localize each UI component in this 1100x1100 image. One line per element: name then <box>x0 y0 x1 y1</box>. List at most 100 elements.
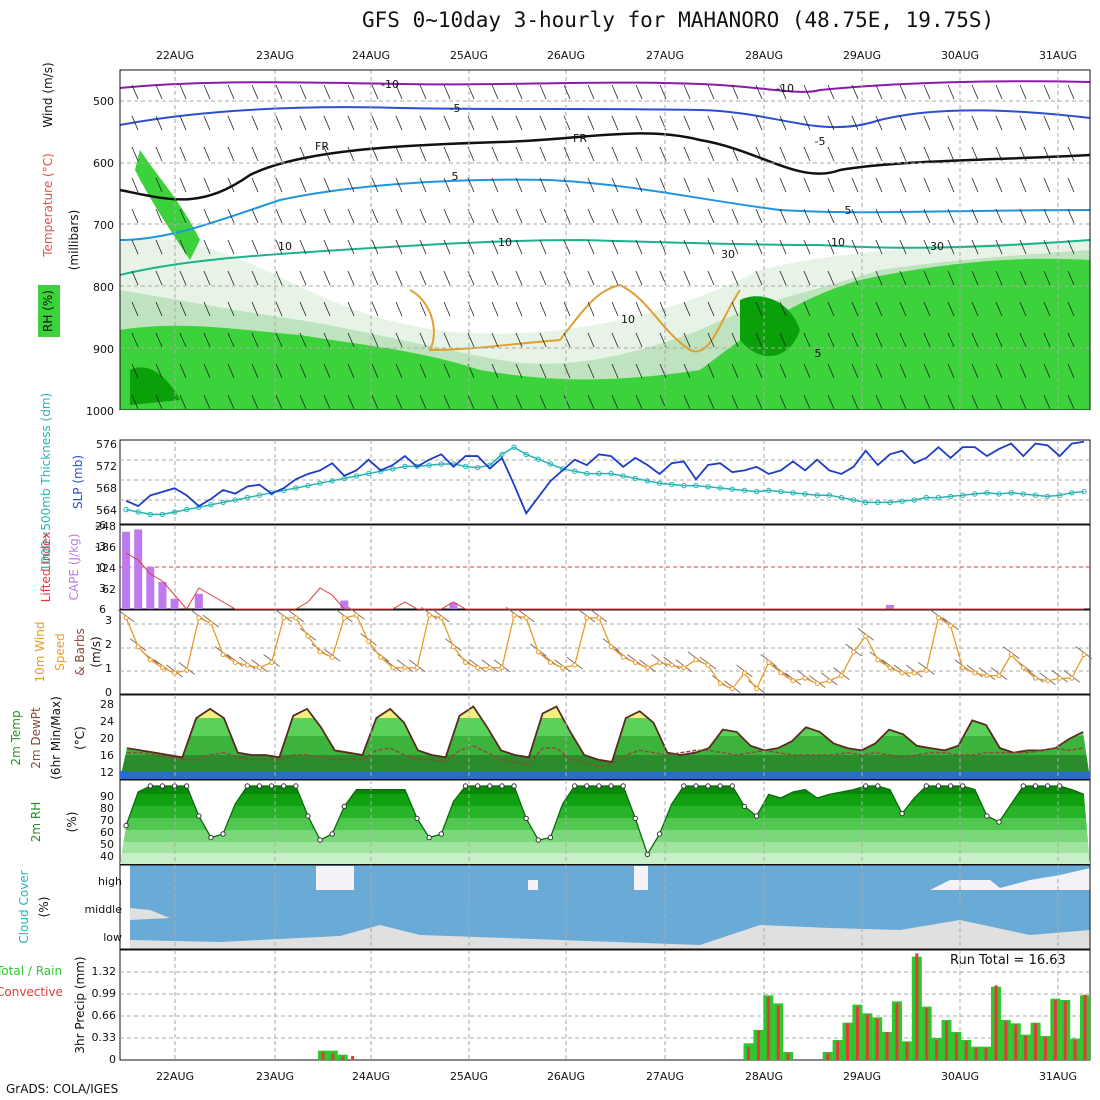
upper-wind-barb <box>1067 394 1075 410</box>
upper-wind-barb <box>419 363 427 379</box>
upper-y-tick-5: 1000 <box>86 405 114 418</box>
thickness-point <box>753 488 760 495</box>
rh-point <box>220 831 226 837</box>
precip-bar-convective <box>1004 1021 1008 1060</box>
upper-wind-barb <box>395 394 403 410</box>
thickness-point <box>935 494 942 501</box>
upper-wind-barb <box>155 177 163 193</box>
thickness-point <box>1044 493 1051 500</box>
upper-wind-barb <box>779 301 787 317</box>
slp-y-tick-left-1: 568 <box>96 482 117 495</box>
contour-freezing <box>119 132 1091 201</box>
upper-wind-barb <box>323 208 331 224</box>
upper-wind-barb <box>203 270 211 286</box>
upper-wind-barb <box>731 363 739 379</box>
upper-wind-barb <box>491 84 499 100</box>
precip-bar-convective <box>747 1046 751 1060</box>
thickness-point <box>426 462 432 468</box>
upper-wind-barb <box>995 146 1003 162</box>
wind-speed-point <box>790 678 796 684</box>
rh-y-tick-5: 90 <box>100 790 114 803</box>
upper-wind-barb <box>683 84 691 100</box>
upper-wind-barb <box>827 177 835 193</box>
upper-wind-barb <box>539 394 547 410</box>
wind-speed-point <box>305 633 311 639</box>
wind-speed-point <box>523 615 529 621</box>
precip-bar-convective <box>935 1040 939 1060</box>
upper-wind-barb <box>227 177 235 193</box>
upper-wind-barb <box>563 332 571 348</box>
upper-wind-barb <box>587 84 595 100</box>
rh-point <box>741 803 748 810</box>
thickness-point <box>705 484 711 490</box>
upper-wind-barb <box>275 146 283 162</box>
wind-speed-point <box>475 665 481 671</box>
upper-wind-barb <box>563 363 571 379</box>
thickness-point <box>984 490 990 496</box>
upper-wind-barb <box>227 363 235 379</box>
upper-wind-barb <box>971 115 979 131</box>
thickness-point <box>159 511 166 518</box>
upper-wind-barb <box>1019 146 1027 162</box>
contour-label-12: 30 <box>930 240 944 253</box>
upper-wind-barb <box>1019 239 1027 255</box>
upper-y-tick-1: 600 <box>93 157 114 170</box>
rh-point <box>1056 783 1063 789</box>
upper-wind-barb <box>347 239 355 255</box>
upper-wind-barb <box>227 208 235 224</box>
upper-wind-barb <box>275 363 283 379</box>
upper-wind-barb <box>875 239 883 255</box>
thickness-point <box>329 478 335 484</box>
upper-wind-barb <box>755 394 763 410</box>
upper-wind-barb <box>395 208 403 224</box>
upper-wind-barb <box>707 270 715 286</box>
slp-line <box>125 440 1085 516</box>
thickness-point <box>959 492 966 498</box>
upper-wind-barb <box>995 177 1003 193</box>
rh-point <box>268 783 275 789</box>
cape-bar <box>134 529 143 609</box>
rh-upper-plume <box>135 150 200 260</box>
upper-wind-barb <box>827 84 835 100</box>
upper-wind-barb <box>587 208 595 224</box>
upper-wind-barb <box>875 394 883 410</box>
wind-speed-point <box>426 612 432 618</box>
upper-wind-barb <box>803 394 811 410</box>
thickness-point <box>535 456 542 462</box>
wind-speed-point <box>996 673 1002 679</box>
upper-wind-barb <box>419 394 427 410</box>
upper-wind-barb <box>683 332 691 348</box>
upper-wind-barb <box>275 301 283 317</box>
precip-bar-convective <box>1024 1036 1028 1060</box>
upper-wind-barb <box>683 301 691 317</box>
temp-band-4 <box>120 695 1090 705</box>
upper-wind-barb <box>707 84 715 100</box>
upper-wind-barb <box>371 115 379 131</box>
upper-wind-barb <box>731 177 739 193</box>
upper-wind-barb <box>707 239 715 255</box>
cape-y-tick-2: 186 <box>95 541 116 554</box>
upper-wind-barb <box>1043 208 1051 224</box>
upper-wind-barb <box>803 332 811 348</box>
rh-point <box>899 810 905 817</box>
upper-wind-barb <box>587 363 595 379</box>
upper-wind-barb <box>443 270 451 286</box>
wind-ylabel-2: Speed <box>53 633 67 671</box>
thickness-point <box>681 482 687 489</box>
upper-wind-barb <box>179 239 187 255</box>
upper-wind-barb <box>203 146 211 162</box>
thickness-point <box>887 499 893 506</box>
wind-speed-point <box>596 615 602 621</box>
x-tick-top-3: 25AUG <box>450 49 488 62</box>
upper-wind-barb <box>1019 208 1027 224</box>
upper-wind-barb <box>875 270 883 286</box>
upper-wind-barb <box>467 332 475 348</box>
upper-wind-barb <box>587 146 595 162</box>
precip-bar-convective <box>341 1056 345 1060</box>
upper-wind-barb <box>491 363 499 379</box>
upper-wind-barb <box>203 115 211 131</box>
upper-wind-barb <box>1019 332 1027 348</box>
upper-wind-barb <box>323 363 331 379</box>
x-tick-bottom-5: 27AUG <box>646 1070 684 1083</box>
